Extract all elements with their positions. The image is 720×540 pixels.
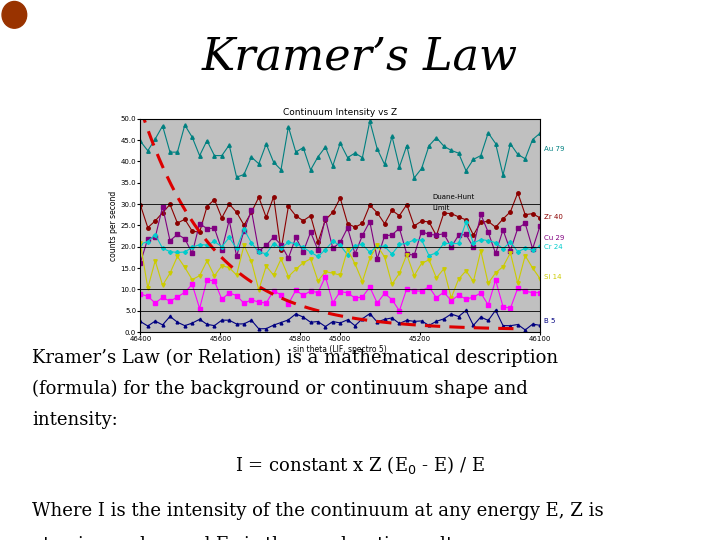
- Text: Zr 40: Zr 40: [544, 214, 563, 220]
- Title: Continuum Intensity vs Z: Continuum Intensity vs Z: [283, 107, 397, 117]
- Text: Duane-Hunt: Duane-Hunt: [432, 194, 474, 200]
- Text: Kramer’s Law: Kramer’s Law: [202, 35, 518, 78]
- Text: Limit: Limit: [432, 205, 449, 211]
- Text: B 5: B 5: [544, 319, 555, 325]
- Text: Where I is the intensity of the continuum at any energy E, Z is: Where I is the intensity of the continuu…: [32, 502, 604, 520]
- Y-axis label: counts per second: counts per second: [109, 190, 117, 261]
- Text: (formula) for the background or continuum shape and: (formula) for the background or continuu…: [32, 380, 528, 398]
- Text: Au 79: Au 79: [544, 146, 564, 152]
- Text: atomic number and E$_0$ is the accelerating voltage: atomic number and E$_0$ is the accelerat…: [32, 534, 487, 540]
- X-axis label: sin theta (LIF, spectro 5): sin theta (LIF, spectro 5): [293, 345, 387, 354]
- Text: Cu 29: Cu 29: [544, 235, 564, 241]
- Text: UW- Madison Geology  777: UW- Madison Geology 777: [35, 10, 176, 20]
- Ellipse shape: [2, 2, 27, 28]
- Text: intensity:: intensity:: [32, 411, 118, 429]
- Text: Kramer’s Law (or Relation) is a mathematical description: Kramer’s Law (or Relation) is a mathemat…: [32, 348, 559, 367]
- Text: I = constant x Z (E$_0$ - E) / E: I = constant x Z (E$_0$ - E) / E: [235, 454, 485, 476]
- Text: Cr 24: Cr 24: [544, 244, 562, 250]
- Text: Si 14: Si 14: [544, 274, 562, 280]
